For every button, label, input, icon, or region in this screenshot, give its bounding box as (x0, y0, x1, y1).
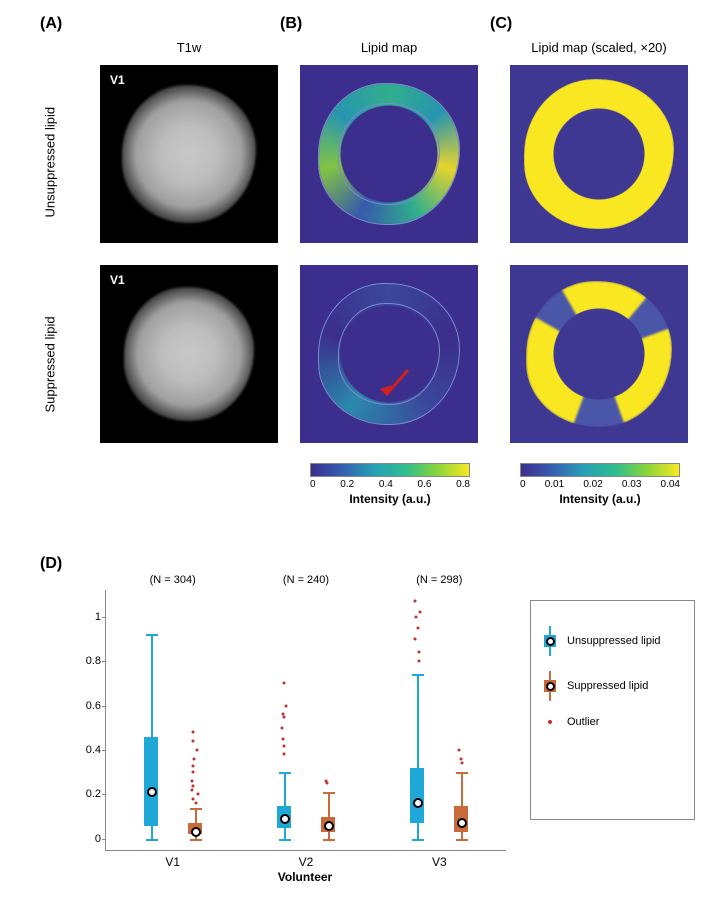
outlier-dot (280, 726, 283, 729)
outlier-dot (282, 753, 285, 756)
outlier-dot (285, 704, 288, 707)
outlier-dot (282, 682, 285, 685)
outlier-dot (196, 749, 199, 752)
outlier-dot (192, 757, 195, 760)
figure-root: (A) (B) (C) T1w Lipid map Lipid map (sca… (10, 10, 699, 892)
col-title-b: Lipid map (300, 40, 478, 55)
outlier-dot (417, 651, 420, 654)
x-axis-label: Volunteer (105, 870, 505, 884)
outlier-dot (282, 744, 285, 747)
legend: Unsuppressed lipid Suppressed lipid Outlie… (530, 600, 695, 820)
mri-unsuppressed: V1 (100, 65, 278, 243)
outlier-dot (191, 789, 194, 792)
outlier-dot (196, 793, 199, 796)
row-title-bottom: Suppressed lipid (43, 293, 58, 413)
arrow-icon (378, 365, 418, 405)
tick: 0.01 (545, 479, 564, 490)
outlier-dot (324, 780, 327, 783)
tick: 0.2 (340, 479, 354, 490)
colorbar-c: 0 0.01 0.02 0.03 0.04 Intensity (a.u.) (520, 463, 680, 506)
panel-label-d: (D) (40, 555, 62, 573)
outlier-dot (192, 731, 195, 734)
lipid-map-b-bottom (300, 265, 478, 443)
legend-item-unsuppressed: Unsuppressed lipid (541, 626, 684, 656)
outlier-dot (194, 802, 197, 805)
mri-suppressed: V1 (100, 265, 278, 443)
colorbar-b-ticks: 0 0.2 0.4 0.6 0.8 (310, 479, 470, 490)
panel-label-a: (A) (40, 15, 62, 33)
legend-item-outlier: Outlier (541, 716, 684, 728)
tick: 0.6 (417, 479, 431, 490)
tick: 0 (520, 479, 526, 490)
tick: 0 (310, 479, 316, 490)
col-title-a: T1w (100, 40, 278, 55)
lipid-map-b-top (300, 65, 478, 243)
outlier-dot (413, 600, 416, 603)
box-unsuppressed (144, 737, 158, 826)
legend-item-suppressed: Suppressed lipid (541, 671, 684, 701)
outlier-dot (459, 757, 462, 760)
outlier-dot (191, 764, 194, 767)
outlier-dot (192, 771, 195, 774)
outlier-dot (419, 611, 422, 614)
lipid-map-c-bottom (510, 265, 688, 443)
outlier-dot (413, 637, 416, 640)
tick: 0.8 (456, 479, 470, 490)
x-tick: V2 (299, 850, 314, 869)
outlier-dot (458, 749, 461, 752)
row-title-top: Unsuppressed lipid (43, 88, 58, 218)
n-label: (N = 298) (416, 574, 462, 590)
col-title-c: Lipid map (scaled, ×20) (510, 40, 688, 55)
tick: 0.03 (622, 479, 641, 490)
lipid-map-c-top (510, 65, 688, 243)
outlier-dot (416, 626, 419, 629)
outlier-dot (191, 797, 194, 800)
colorbar-c-label: Intensity (a.u.) (520, 492, 680, 506)
tick: 0.02 (583, 479, 602, 490)
x-tick: V1 (165, 850, 180, 869)
panel-label-b: (B) (280, 15, 302, 33)
tick: 0.4 (379, 479, 393, 490)
outlier-dot (282, 713, 285, 716)
tick: 0.04 (661, 479, 680, 490)
outlier-dot (414, 615, 417, 618)
boxplot-area: 00.20.40.60.81V1(N = 304)V2(N = 240)V3(N… (105, 590, 506, 851)
outlier-dot (192, 740, 195, 743)
outlier-dot (460, 762, 463, 765)
x-tick: V3 (432, 850, 447, 869)
n-label: (N = 304) (150, 574, 196, 590)
colorbar-b: 0 0.2 0.4 0.6 0.8 Intensity (a.u.) (310, 463, 470, 506)
outlier-dot (191, 780, 194, 783)
outlier-dot (192, 784, 195, 787)
outlier-dot (281, 737, 284, 740)
mri-tag-top: V1 (110, 73, 125, 87)
box-unsuppressed (410, 768, 424, 824)
n-label: (N = 240) (283, 574, 329, 590)
colorbar-c-ticks: 0 0.01 0.02 0.03 0.04 (520, 479, 680, 490)
outlier-dot (417, 660, 420, 663)
colorbar-b-label: Intensity (a.u.) (310, 492, 470, 506)
mri-tag-bottom: V1 (110, 273, 125, 287)
panel-label-c: (C) (490, 15, 512, 33)
